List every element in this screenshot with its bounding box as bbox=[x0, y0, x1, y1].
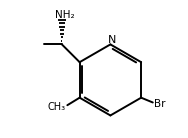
Text: CH₃: CH₃ bbox=[47, 102, 65, 112]
Text: Br: Br bbox=[154, 99, 166, 109]
Text: N: N bbox=[108, 35, 117, 45]
Text: NH₂: NH₂ bbox=[55, 10, 75, 20]
